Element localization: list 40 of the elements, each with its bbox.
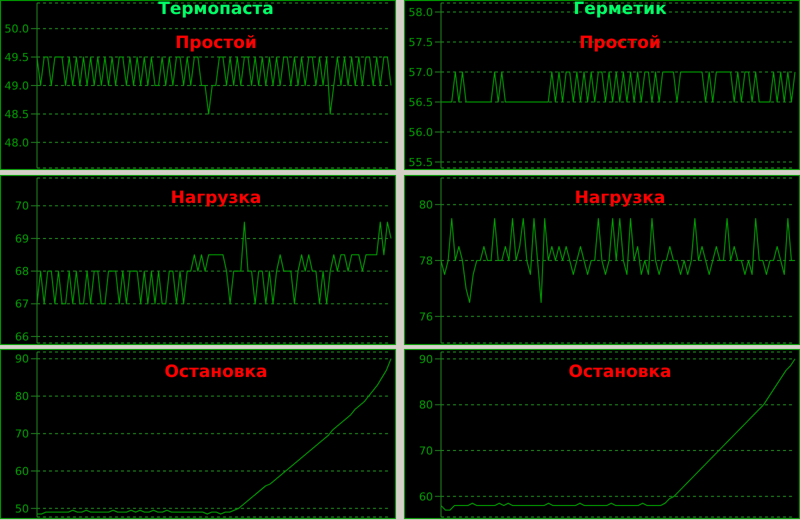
line-series (440, 218, 796, 303)
text: Простой (174, 33, 258, 53)
y-tick-label: 78 (419, 254, 433, 268)
text: Нагрузка (170, 188, 262, 208)
text: Нагрузка (574, 188, 666, 208)
y-tick-label: 55.5 (408, 156, 433, 169)
y-tick-label: 58.0 (408, 6, 433, 19)
y-tick-label: 57.0 (408, 66, 433, 79)
y-tick-label: 68 (15, 265, 29, 278)
y-tick-label: 69 (15, 232, 29, 246)
chart-title: Герметик (572, 0, 668, 19)
y-tick-label: 60 (419, 490, 433, 504)
y-tick-label: 80 (419, 198, 433, 212)
y-tick-label: 66 (15, 330, 29, 344)
y-tick-label: 90 (15, 352, 29, 366)
y-tick-label: 49.5 (4, 50, 29, 64)
y-tick-label: 70 (419, 444, 433, 458)
y-tick-label: 70 (15, 427, 29, 440)
text: Остановка (163, 362, 269, 382)
y-tick-label: 57.5 (408, 36, 433, 49)
line-series (440, 358, 796, 511)
y-tick-label: 56.5 (408, 96, 433, 109)
y-tick-label: 50 (15, 502, 29, 516)
y-tick-label: 50.0 (4, 22, 29, 36)
line-series (36, 358, 392, 515)
y-tick-label: 49.0 (4, 79, 29, 92)
chart-title: Термопаста (157, 0, 275, 19)
y-tick-label: 76 (419, 310, 433, 324)
y-tick-label: 60 (15, 464, 29, 478)
y-tick-label: 67 (15, 298, 29, 311)
y-tick-label: 48.5 (4, 108, 29, 121)
y-tick-label: 90 (419, 352, 433, 366)
text: Простой (578, 33, 662, 53)
text: Остановка (567, 362, 673, 382)
y-tick-label: 48.0 (4, 136, 29, 150)
y-tick-label: 80 (419, 398, 433, 412)
y-tick-label: 56.0 (408, 126, 433, 139)
line-series (36, 222, 392, 304)
y-tick-label: 80 (15, 390, 29, 404)
y-tick-label: 70 (15, 200, 29, 213)
